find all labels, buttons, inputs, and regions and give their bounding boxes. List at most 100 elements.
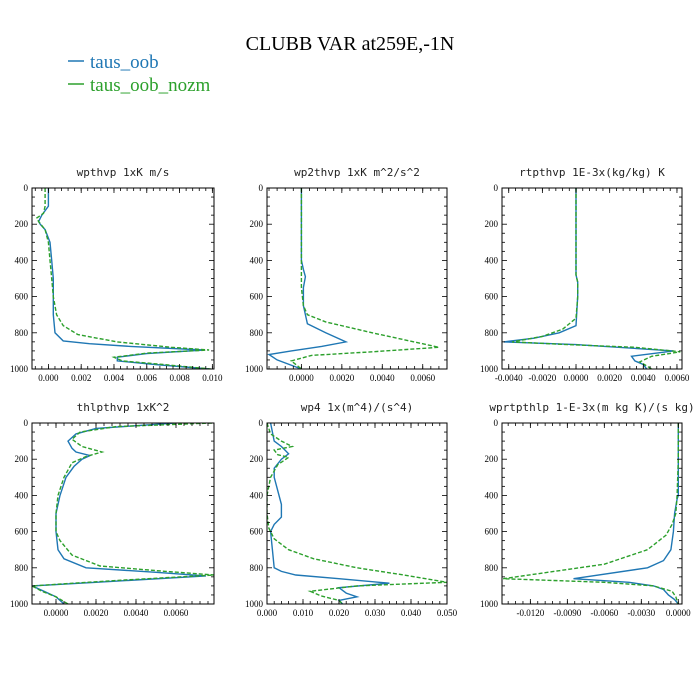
legend-label-taus-oob: taus_oob: [90, 52, 159, 73]
y-tick-label: 1000: [245, 364, 264, 374]
plot-frame: [501, 422, 683, 605]
x-tick-label: 0.0000: [44, 608, 69, 618]
x-tick-label: -0.0090: [553, 608, 581, 618]
x-tick-label: 0.0020: [84, 608, 109, 618]
series-line-taus-oob: [269, 423, 390, 604]
x-tick-label: -0.0030: [627, 608, 655, 618]
x-tick-label: 0.050: [437, 608, 458, 618]
y-tick-label: 600: [15, 527, 29, 537]
series-line-taus-oob-nozm: [32, 423, 214, 604]
y-tick-label: 1000: [480, 599, 499, 609]
x-tick-label: -0.0040: [495, 373, 523, 383]
y-tick-label: 200: [250, 219, 264, 229]
series-line-taus-oob: [503, 188, 674, 369]
y-tick-label: 0: [259, 418, 264, 428]
series-line-taus-oob: [32, 423, 207, 604]
legend-entry: taus_oob: [68, 52, 159, 73]
y-tick-label: 200: [15, 454, 29, 464]
y-tick-label: 0: [24, 183, 29, 193]
series-line-taus-oob: [267, 188, 349, 369]
x-tick-label: -0.0060: [590, 608, 618, 618]
x-tick-label: 0.010: [202, 373, 223, 383]
legend-entry: taus_oob_nozm: [68, 75, 211, 96]
y-tick-label: 800: [485, 328, 499, 338]
x-tick-label: 0.040: [401, 608, 422, 618]
plot-frame: [266, 422, 448, 605]
panel-6: wprtpthlp 1-E-3x(m kg K)/(s kg) 0 200 400 60…: [480, 401, 695, 618]
y-tick-label: 600: [485, 292, 499, 302]
y-tick-label: 600: [250, 292, 264, 302]
panel-3: rtpthvp 1E-3x(kg/kg) K02004006008001000-…: [480, 166, 690, 383]
y-tick-label: 0: [24, 418, 29, 428]
x-tick-label: 0.000: [38, 373, 59, 383]
x-tick-label: 0.0000: [289, 373, 314, 383]
series-line-taus-oob-nozm: [267, 423, 447, 604]
x-tick-label: -0.0120: [516, 608, 544, 618]
x-tick-label: 0.004: [104, 373, 125, 383]
y-tick-label: 800: [15, 563, 29, 573]
x-tick-label: 0.0020: [329, 373, 354, 383]
x-tick-label: 0.006: [137, 373, 158, 383]
y-tick-label: 800: [250, 563, 264, 573]
series-line-taus-oob-nozm: [289, 188, 440, 369]
plot-frame: [31, 187, 215, 370]
y-tick-label: 400: [250, 255, 264, 265]
panel-title: wprtpthlp 1-E-3x(m kg K)/(s kg): [489, 401, 694, 414]
y-tick-label: 400: [485, 490, 499, 500]
y-tick-label: 400: [15, 490, 29, 500]
x-tick-label: 0.0060: [410, 373, 435, 383]
x-tick-label: 0.0020: [597, 373, 622, 383]
legend: taus_oob taus_oob_nozm: [68, 52, 211, 96]
plot-frame: [501, 187, 683, 370]
series-line-taus-oob-nozm: [36, 188, 211, 369]
y-tick-label: 800: [485, 563, 499, 573]
panel-title: rtpthvp 1E-3x(kg/kg) K: [519, 166, 665, 179]
panel-title: wpthvp 1xK m/s: [77, 166, 170, 179]
y-tick-label: 200: [485, 454, 499, 464]
y-tick-label: 400: [485, 255, 499, 265]
x-tick-label: 0.0040: [631, 373, 656, 383]
panel-4: thlpthvp 1xK^2 0 200 400 600 800 1000 0.0000 0.0…: [10, 401, 215, 618]
y-tick-label: 200: [15, 219, 29, 229]
series-line-taus-oob-nozm: [503, 423, 679, 604]
x-tick-label: 0.020: [329, 608, 350, 618]
y-tick-label: 1000: [10, 364, 29, 374]
x-tick-label: 0.0000: [666, 608, 691, 618]
panel-title: wp4 1x(m^4)/(s^4): [301, 401, 414, 414]
y-tick-label: 600: [250, 527, 264, 537]
y-tick-label: 600: [15, 292, 29, 302]
x-tick-label: 0.0000: [564, 373, 589, 383]
plot-frame: [266, 187, 448, 370]
y-tick-label: 800: [250, 328, 264, 338]
y-tick-label: 1000: [10, 599, 29, 609]
y-tick-label: 0: [494, 418, 499, 428]
y-tick-label: 800: [15, 328, 29, 338]
x-tick-label: 0.0040: [370, 373, 395, 383]
x-tick-label: 0.002: [71, 373, 91, 383]
series-line-taus-oob: [37, 188, 210, 369]
y-tick-label: 1000: [480, 364, 499, 374]
x-tick-label: 0.000: [257, 608, 278, 618]
x-tick-label: 0.0040: [124, 608, 149, 618]
x-tick-label: 0.030: [365, 608, 386, 618]
y-tick-label: 400: [15, 255, 29, 265]
y-tick-label: 0: [259, 183, 264, 193]
x-tick-label: 0.0060: [164, 608, 189, 618]
panel-2: wp2thvp 1xK m^2/s^2 0 200 400 600 800 1000 0.00…: [245, 166, 448, 383]
y-tick-label: 600: [485, 527, 499, 537]
x-tick-label: 0.008: [169, 373, 190, 383]
panel-title: wp2thvp 1xK m^2/s^2: [294, 166, 420, 179]
series-line-taus-oob-nozm: [511, 188, 681, 369]
y-tick-label: 200: [485, 219, 499, 229]
y-tick-label: 400: [250, 490, 264, 500]
figure-title: CLUBB VAR at259E,-1N: [246, 33, 455, 55]
panel-title: thlpthvp 1xK^2: [77, 401, 170, 414]
series-line-taus-oob: [573, 423, 679, 604]
x-tick-label: 0.010: [293, 608, 314, 618]
x-tick-label: -0.0020: [528, 373, 556, 383]
x-tick-label: 0.0060: [665, 373, 690, 383]
y-tick-label: 1000: [245, 599, 264, 609]
